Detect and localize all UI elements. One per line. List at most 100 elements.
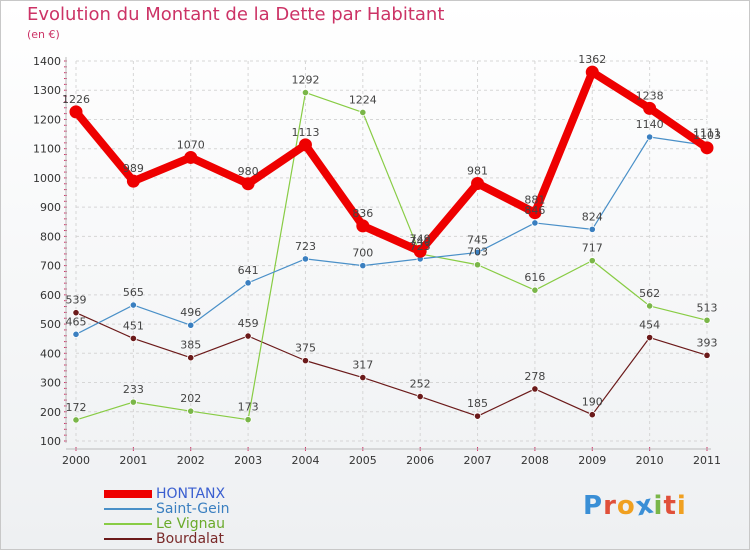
y-tick-label: 400 [40,347,61,360]
data-label: 1362 [578,53,606,66]
legend-label: Le Vignau [156,516,225,532]
data-point [416,392,424,401]
x-tick-label: 2010 [636,454,664,467]
data-point [531,219,539,227]
data-label: 700 [352,247,373,260]
data-label: 881 [524,194,545,207]
data-point [531,385,539,393]
data-label: 1111 [693,126,721,139]
data-point [301,88,310,97]
data-label: 172 [66,401,87,414]
data-label: 1140 [636,118,664,131]
data-label: 454 [639,319,660,332]
x-tick-label: 2005 [349,454,377,467]
data-label: 981 [467,164,488,177]
legend-swatch [104,508,152,510]
data-label: 317 [352,359,373,372]
data-point [72,416,80,424]
y-tick-label: 900 [40,201,61,214]
data-point [359,262,367,270]
y-tick-label: 100 [40,435,61,448]
x-tick-label: 2004 [291,454,319,467]
series-layer [69,65,714,424]
x-tick-label: 2001 [119,454,147,467]
y-tick-label: 1000 [33,172,61,185]
data-point [298,138,312,152]
data-point [129,334,137,342]
x-tick-label: 2011 [693,454,721,467]
data-point [244,416,252,424]
data-label: 749 [410,232,431,245]
data-label: 745 [467,233,488,246]
y-tick-label: 700 [40,260,61,273]
data-point [473,412,482,420]
data-point [531,286,539,294]
data-label: 496 [180,306,201,319]
data-label: 1113 [291,126,319,139]
x-tick-label: 2009 [578,454,606,467]
data-point [473,261,482,269]
legend-label: HONTANX [156,486,226,502]
data-label: 723 [410,240,431,253]
axes: 1002003004005006007008009001000110012001… [33,55,721,467]
data-label: 451 [123,319,144,332]
data-point [244,332,252,340]
series-saint-gein [72,133,711,338]
data-point [528,206,542,220]
data-label: 459 [238,317,259,330]
data-label: 1103 [693,129,721,142]
data-label: 385 [180,339,201,352]
y-tick-label: 1100 [33,143,61,156]
grid [75,60,708,442]
data-label: 616 [524,271,545,284]
y-tick-label: 1400 [33,55,61,68]
data-point [700,141,714,155]
data-label: 989 [123,162,144,175]
data-point [187,354,195,362]
x-tick-label: 2002 [177,454,205,467]
data-point [301,357,310,365]
data-label: 465 [66,315,87,328]
data-point [301,255,310,263]
data-point [359,108,367,117]
data-point [643,101,657,115]
legend-swatch [104,538,152,540]
data-point [588,257,596,265]
data-point [187,407,195,415]
data-point [184,150,198,164]
data-label: 824 [582,210,603,223]
data-point [187,321,195,329]
data-point [69,105,83,119]
data-point [588,225,596,233]
y-tick-label: 200 [40,406,61,419]
data-point [473,248,482,257]
x-tick-label: 2000 [62,454,90,467]
legend-swatch [104,490,152,498]
data-label: 1224 [349,93,377,106]
data-point [129,398,137,406]
x-tick-label: 2003 [234,454,262,467]
data-label: 1226 [62,93,90,106]
data-label: 836 [352,207,373,220]
data-label: 980 [238,165,259,178]
data-label: 1292 [291,74,319,87]
x-tick-label: 2008 [521,454,549,467]
data-label: 190 [582,396,603,409]
data-label: 539 [66,294,87,307]
data-point [703,316,711,324]
data-point [356,219,370,233]
data-point [244,279,252,287]
series-line [75,91,708,421]
data-label: 562 [639,287,660,300]
data-label: 252 [410,378,431,391]
data-point [129,301,137,309]
x-tick-label: 2006 [406,454,434,467]
data-label: 185 [467,397,488,410]
data-label: 565 [123,286,144,299]
data-point [471,176,485,190]
proxiti-logo: Proxiti [583,489,687,523]
data-label: 1070 [177,138,205,151]
data-point [126,174,140,188]
series-line [75,312,708,417]
series-bourdalat [72,309,711,420]
